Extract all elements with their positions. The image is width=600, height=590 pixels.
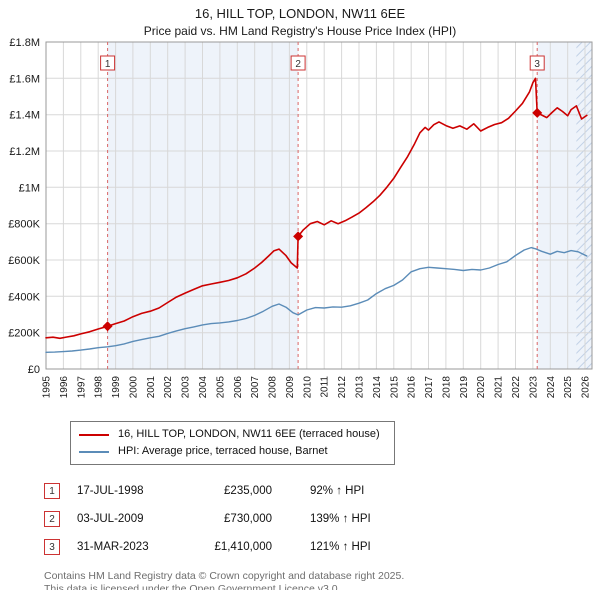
svg-text:£800K: £800K — [8, 219, 40, 231]
chart-header: 16, HILL TOP, LONDON, NW11 6EE Price pai… — [0, 0, 600, 38]
sale-row-3: 3 31-MAR-2023 £1,410,000 121% ↑ HPI — [44, 533, 600, 561]
svg-text:1998: 1998 — [94, 376, 105, 399]
sale-date: 03-JUL-2009 — [77, 513, 144, 525]
page-title: 16, HILL TOP, LONDON, NW11 6EE — [194, 6, 406, 21]
svg-text:3: 3 — [534, 59, 540, 70]
svg-text:2002: 2002 — [163, 376, 174, 399]
svg-text:2019: 2019 — [459, 376, 470, 399]
svg-text:2011: 2011 — [320, 376, 331, 398]
svg-text:2008: 2008 — [268, 376, 279, 399]
sale-row-1: 1 17-JUL-1998 £235,000 92% ↑ HPI — [44, 477, 600, 505]
svg-text:£1.6M: £1.6M — [9, 73, 40, 85]
svg-text:2024: 2024 — [546, 376, 557, 399]
legend-label: 16, HILL TOP, LONDON, NW11 6EE (terraced… — [118, 428, 380, 440]
svg-text:2007: 2007 — [250, 376, 261, 399]
sales-table: 1 17-JUL-1998 £235,000 92% ↑ HPI 2 03-JUL-200… — [44, 477, 600, 561]
svg-text:1995: 1995 — [42, 376, 53, 399]
legend-items: 16, HILL TOP, LONDON, NW11 6EE (terraced… — [79, 426, 380, 460]
legend-item-1: HPI: Average price, terraced house, Barn… — [79, 443, 380, 460]
svg-text:£200K: £200K — [8, 328, 40, 340]
sale-hpi-percent: 92% ↑ HPI — [310, 485, 365, 497]
svg-text:2003: 2003 — [181, 376, 192, 399]
footer-line2: This data is licensed under the Open Gov… — [44, 583, 341, 590]
svg-text:1997: 1997 — [76, 376, 87, 399]
svg-text:1999: 1999 — [111, 376, 122, 399]
svg-text:£1.4M: £1.4M — [9, 110, 40, 122]
svg-text:2022: 2022 — [511, 376, 522, 399]
svg-text:2016: 2016 — [407, 376, 418, 399]
svg-text:2021: 2021 — [494, 376, 505, 399]
svg-text:2014: 2014 — [372, 376, 383, 399]
svg-text:£600K: £600K — [8, 255, 40, 267]
sale-price: £235,000 — [224, 485, 272, 497]
sale-marker-number: 3 — [44, 539, 60, 555]
svg-text:£0: £0 — [28, 364, 40, 376]
svg-text:2023: 2023 — [528, 376, 539, 399]
sale-date: 31-MAR-2023 — [77, 541, 149, 553]
svg-text:1: 1 — [105, 59, 111, 70]
svg-text:2010: 2010 — [302, 376, 313, 399]
svg-text:2026: 2026 — [581, 376, 592, 399]
price-chart: £0 £200K £400K £600K £800K £1M £1.2M £1.4M £1.6M… — [8, 38, 593, 399]
sale-price: £1,410,000 — [214, 541, 272, 553]
svg-text:2025: 2025 — [563, 376, 574, 399]
svg-text:1996: 1996 — [59, 376, 70, 399]
svg-text:2: 2 — [295, 59, 301, 70]
sale-row-2: 2 03-JUL-2009 £730,000 139% ↑ HPI — [44, 505, 600, 533]
svg-text:2013: 2013 — [355, 376, 366, 399]
page-subtitle: Price paid vs. HM Land Registry's House … — [143, 24, 457, 38]
svg-text:2005: 2005 — [215, 376, 226, 399]
sale-date: 17-JUL-1998 — [77, 485, 144, 497]
legend-label: HPI: Average price, terraced house, Barn… — [118, 445, 328, 457]
svg-text:2015: 2015 — [389, 376, 400, 399]
svg-text:2009: 2009 — [285, 376, 296, 399]
sale-price: £730,000 — [224, 513, 272, 525]
svg-text:2020: 2020 — [476, 376, 487, 399]
sale-marker-number: 1 — [44, 483, 60, 499]
legend-line-swatch — [79, 433, 109, 436]
legend-line-swatch — [79, 450, 109, 453]
sale-marker-number: 2 — [44, 511, 60, 527]
svg-text:2017: 2017 — [424, 376, 435, 399]
footer-line1: Contains HM Land Registry data © Crown c… — [44, 570, 405, 582]
chart-legend: 16, HILL TOP, LONDON, NW11 6EE (terraced… — [70, 421, 395, 465]
svg-text:£1.2M: £1.2M — [9, 146, 40, 158]
svg-text:£400K: £400K — [8, 291, 40, 303]
svg-text:2006: 2006 — [233, 376, 244, 399]
copyright-footer: Contains HM Land Registry data © Crown c… — [44, 570, 600, 590]
svg-text:£1M: £1M — [19, 182, 40, 194]
legend-item-0: 16, HILL TOP, LONDON, NW11 6EE (terraced… — [79, 426, 380, 443]
svg-text:2004: 2004 — [198, 376, 209, 399]
svg-text:2001: 2001 — [146, 376, 157, 399]
svg-text:2012: 2012 — [337, 376, 348, 399]
svg-text:£1.8M: £1.8M — [9, 38, 40, 49]
sale-hpi-percent: 121% ↑ HPI — [310, 541, 371, 553]
svg-text:2000: 2000 — [128, 376, 139, 399]
svg-text:2018: 2018 — [441, 376, 452, 399]
sale-hpi-percent: 139% ↑ HPI — [310, 513, 371, 525]
